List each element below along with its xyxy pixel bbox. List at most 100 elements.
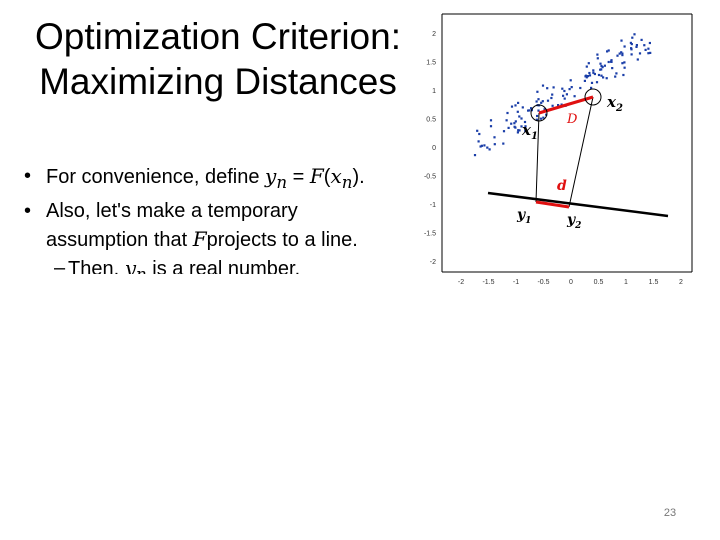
scatter-point <box>543 108 546 111</box>
scatter-point <box>541 84 545 87</box>
scatter-point <box>600 68 603 71</box>
label-D: D <box>566 112 578 127</box>
scatter-point <box>477 140 480 143</box>
scatter-point <box>478 132 481 136</box>
scatter-point <box>565 93 568 96</box>
scatter-point <box>607 60 610 64</box>
y-tick-label: -2 <box>430 259 436 266</box>
label-d: d <box>557 178 567 194</box>
label-x1: x1 <box>521 121 538 142</box>
bullet-text: is a real number. <box>146 258 301 274</box>
scatter-point <box>615 72 618 75</box>
math-F: F <box>309 164 324 188</box>
y-tick-label: -1.5 <box>424 231 436 238</box>
projection-line <box>487 191 669 218</box>
scatter-point <box>610 60 613 63</box>
scatter-point <box>518 115 521 118</box>
scatter-point <box>620 39 623 42</box>
bullet-text: assumption that <box>46 229 193 251</box>
math-paren: ( <box>323 166 331 188</box>
x-tick-label: 2 <box>679 279 683 286</box>
scatter-point <box>600 74 603 77</box>
bullet-text: For convenience, define <box>46 166 266 188</box>
distance-D-segment <box>538 95 594 115</box>
scatter-point <box>480 144 483 147</box>
scatter-point <box>540 101 543 104</box>
scatter-point <box>607 49 610 52</box>
x-tick-label: 0 <box>569 279 573 286</box>
scatter-point <box>621 54 624 57</box>
scatter-point <box>550 96 553 100</box>
scatter-point <box>611 67 614 70</box>
scatter-point <box>638 52 642 55</box>
scatter-point <box>630 48 633 51</box>
scatter-point <box>614 75 617 78</box>
point-x1-marker <box>530 104 548 122</box>
title-line-1: Optimization Criterion: <box>34 16 401 57</box>
scatter-point <box>635 44 638 47</box>
scatter-point <box>606 50 609 53</box>
sub-bullet-real-number: Then, yn is a real number. <box>20 254 420 274</box>
scatter-point <box>635 45 638 48</box>
scatter-point <box>623 45 626 48</box>
math-x: x <box>330 164 342 188</box>
scatter-point <box>517 101 520 104</box>
scatter-point <box>536 90 539 93</box>
scatter-point <box>563 89 566 93</box>
bullet-text: Then, <box>68 258 125 274</box>
scatter-point <box>561 87 564 90</box>
scatter-point <box>599 62 602 65</box>
scatter-point <box>507 126 510 129</box>
scatter-point <box>583 79 586 82</box>
scatter-point <box>476 129 479 132</box>
scatter-point <box>535 100 538 103</box>
scatter-point <box>633 33 636 36</box>
scatter-point <box>592 69 595 72</box>
scatter-point <box>600 64 603 68</box>
scatter-point <box>513 122 516 125</box>
bullet-assumption: Also, let's make a temporary assumption t… <box>20 197 420 254</box>
math-equals: = <box>287 166 310 188</box>
scatter-point <box>648 41 651 45</box>
math-F: F <box>192 227 207 251</box>
scatter-point <box>510 105 514 108</box>
x-tick-labels: -2 -1.5 -1 -0.5 0 0.5 1 1.5 2 <box>458 279 683 286</box>
math-subscript: n <box>136 265 147 274</box>
scatter-point <box>510 122 513 125</box>
point-x2-marker <box>584 88 602 106</box>
scatter-point <box>517 129 520 132</box>
scatter-point <box>473 154 477 157</box>
x-tick-label: -2 <box>458 279 464 286</box>
plot-axes <box>441 13 693 273</box>
label-y2: y2 <box>566 212 581 231</box>
scatter-point <box>596 53 599 56</box>
scatter-point <box>546 87 549 90</box>
y-tick-label: 0.5 <box>426 117 436 124</box>
x-tick-label: -1.5 <box>482 279 494 286</box>
scatter-point <box>590 86 593 89</box>
scatter-point <box>630 47 633 50</box>
scatter-point <box>603 64 606 67</box>
scatter-point <box>489 119 493 122</box>
math-y: y <box>124 256 137 274</box>
scatter-point <box>520 117 523 120</box>
scatter-point <box>489 125 493 128</box>
scatter-point <box>536 114 539 118</box>
scatter-point <box>493 143 496 146</box>
scatter-point <box>640 38 643 41</box>
scatter-point <box>584 75 587 78</box>
scatter-point <box>551 104 554 107</box>
scatter-point <box>502 130 506 133</box>
scatter-point <box>588 71 591 75</box>
y-tick-label: 1 <box>432 88 436 95</box>
scatter-point <box>631 36 634 39</box>
x-tick-label: -0.5 <box>537 279 549 286</box>
scatter-point <box>562 94 565 97</box>
scatter-point <box>520 125 523 128</box>
scatter-point <box>597 73 601 77</box>
scatter-point <box>621 52 624 55</box>
title-line-2: Maximizing Distances <box>39 61 397 102</box>
scatter-point <box>623 61 626 64</box>
scatter-point <box>493 136 496 139</box>
scatter-point <box>524 125 527 128</box>
